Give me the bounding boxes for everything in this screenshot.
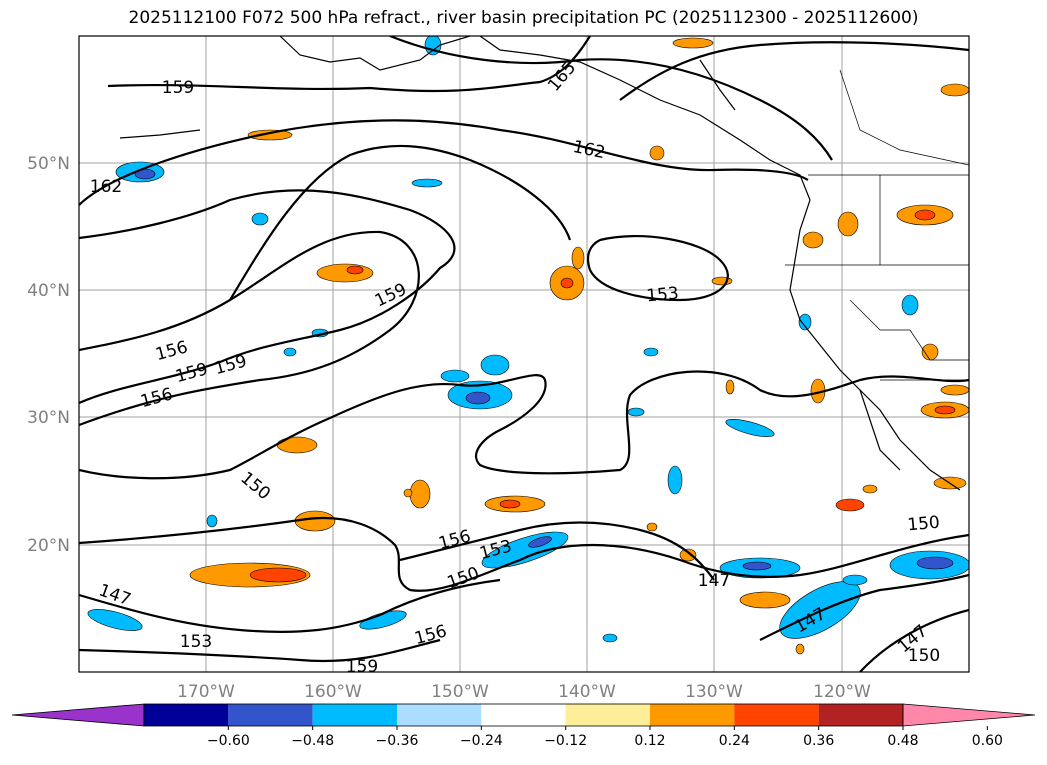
colorbar-tick-label: 0.60: [972, 733, 1003, 749]
colorbar: −0.60 −0.48 −0.36 −0.24 −0.12 0.12 0.24 0.36 0.4…: [11, 703, 1036, 749]
lat-label: 40°N: [27, 281, 70, 301]
colorbar-tick-label: −0.24: [460, 733, 503, 749]
lat-label: 50°N: [27, 154, 70, 174]
colorbar-tick-label: −0.60: [207, 733, 250, 749]
contour-label: 147: [698, 571, 730, 591]
contour-north-east: [619, 41, 969, 101]
colorbar-tick-label: 0.48: [887, 733, 918, 749]
lat-label: 30°N: [27, 408, 70, 428]
latitude-labels: 50°N 40°N 30°N 20°N: [27, 154, 70, 556]
contour-150-mid: [79, 370, 969, 480]
colorbar-tick-label: 0.24: [719, 733, 750, 749]
contour-159-west: [79, 189, 456, 405]
contour-label: 150: [908, 646, 940, 666]
lon-label: 170°W: [177, 682, 235, 702]
colorbar-bin: [228, 704, 313, 726]
contour-153-loop: [586, 234, 729, 302]
contour-label: 153: [646, 284, 680, 307]
refractivity-contours: [79, 36, 969, 672]
contour-147: [79, 516, 969, 592]
colorbar-bin: [565, 704, 650, 726]
colorbar-bin: [734, 704, 819, 726]
colorbar-bin: [818, 704, 903, 726]
longitude-labels: 170°W 160°W 150°W 140°W 130°W 120°W: [177, 682, 871, 702]
lon-label: 120°W: [813, 682, 871, 702]
contour-153-sw: [79, 638, 441, 663]
contour-159-north: [107, 36, 591, 93]
colorbar-extend-max: [902, 703, 1036, 727]
contour-153-south: [79, 578, 501, 633]
colorbar-extend-min: [11, 703, 145, 727]
graticule: [79, 36, 969, 672]
colorbar-bin: [481, 704, 566, 726]
colorbar-bin: [312, 704, 397, 726]
contour-north-loop: [229, 144, 572, 301]
colorbar-tick-label: −0.12: [544, 733, 587, 749]
lat-label: 20°N: [27, 536, 70, 556]
contour-165: [389, 36, 833, 161]
map-frame: [78, 35, 970, 673]
contour-label: 150: [907, 513, 941, 536]
colorbar-tick-label: −0.48: [291, 733, 334, 749]
colorbar-frame: [143, 703, 904, 727]
colorbar-bin: [144, 704, 229, 726]
contour-label: 153: [180, 632, 212, 652]
colorbar-tick-label: −0.36: [376, 733, 419, 749]
political-borders: [785, 69, 969, 381]
contour-label: 162: [90, 177, 122, 197]
precip-negative-areas: [87, 36, 969, 643]
precip-positive-areas: [189, 37, 969, 655]
lon-label: 130°W: [685, 682, 743, 702]
figure-title: 2025112100 F072 500 hPa refract., river …: [128, 8, 919, 28]
colorbar-tick-label: 0.12: [634, 733, 665, 749]
colorbar-tick-label: 0.36: [803, 733, 834, 749]
lon-label: 160°W: [304, 682, 362, 702]
lon-label: 140°W: [558, 682, 616, 702]
contour-162: [79, 119, 809, 206]
coastlines: [119, 36, 961, 491]
contour-label: 159: [162, 78, 194, 98]
contour-150-southeast: [859, 608, 969, 672]
contour-label: 159: [346, 657, 378, 677]
contour-147-southeast: [759, 573, 969, 641]
contour-156-west: [79, 230, 420, 427]
lon-label: 150°W: [431, 682, 489, 702]
contour-156-south: [399, 521, 715, 581]
colorbar-bin: [650, 704, 735, 726]
colorbar-bin: [397, 704, 482, 726]
